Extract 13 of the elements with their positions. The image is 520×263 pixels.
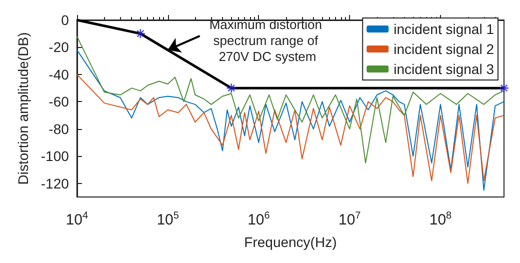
- y-tick-label: -120: [40, 175, 70, 192]
- y-tick-label: -100: [40, 148, 70, 164]
- y-tick-label: -60: [48, 94, 70, 110]
- y-tick-label: -20: [48, 39, 70, 56]
- x-axis-title: Frequency(Hz): [244, 234, 337, 250]
- y-axis-title: Distortion amplitude(DB): [15, 32, 31, 185]
- y-tick-label: -80: [48, 120, 70, 137]
- annotation: Maximum distortion spectrum range of 270V DC system: [209, 16, 326, 64]
- legend-label: incident signal 2: [394, 41, 494, 57]
- legend-label: incident signal 3: [394, 61, 494, 77]
- y-tick-label: 0: [61, 12, 70, 28]
- y-tick-label: -40: [48, 66, 70, 82]
- legend-label: incident signal 1: [394, 21, 494, 37]
